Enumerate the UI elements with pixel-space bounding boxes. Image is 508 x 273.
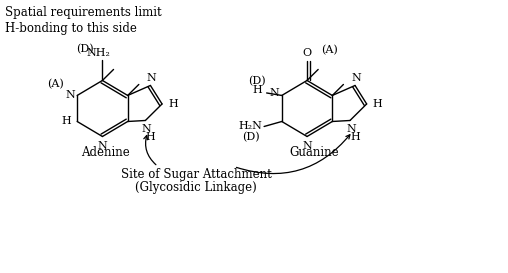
Text: Guanine: Guanine bbox=[290, 146, 339, 159]
Text: H: H bbox=[373, 99, 383, 109]
Text: H₂N: H₂N bbox=[238, 121, 262, 132]
Text: N: N bbox=[302, 141, 312, 150]
Text: N: N bbox=[147, 73, 156, 84]
Text: N: N bbox=[98, 141, 107, 150]
Text: H: H bbox=[168, 99, 178, 109]
FancyArrowPatch shape bbox=[144, 135, 156, 165]
Text: (D): (D) bbox=[76, 44, 93, 55]
Text: Spatial requirements limit: Spatial requirements limit bbox=[6, 6, 162, 19]
Text: N: N bbox=[142, 124, 151, 135]
Text: Site of Sugar Attachment: Site of Sugar Attachment bbox=[120, 168, 271, 180]
Text: H: H bbox=[61, 117, 71, 126]
Text: (A): (A) bbox=[322, 45, 338, 56]
Text: (Glycosidic Linkage): (Glycosidic Linkage) bbox=[135, 181, 257, 194]
Text: N: N bbox=[346, 124, 356, 135]
Text: H: H bbox=[146, 132, 155, 141]
FancyArrowPatch shape bbox=[236, 135, 350, 174]
Text: (D): (D) bbox=[242, 132, 259, 143]
Text: H: H bbox=[252, 85, 263, 95]
Text: H-bonding to this side: H-bonding to this side bbox=[6, 22, 137, 35]
Text: Adenine: Adenine bbox=[81, 146, 130, 159]
Text: O: O bbox=[302, 48, 311, 58]
Text: (A): (A) bbox=[48, 79, 65, 90]
Text: H: H bbox=[350, 132, 360, 141]
Text: N: N bbox=[270, 88, 279, 99]
Text: N: N bbox=[351, 73, 361, 84]
Text: N: N bbox=[65, 90, 75, 100]
Text: NH₂: NH₂ bbox=[86, 48, 110, 58]
Text: (D): (D) bbox=[248, 76, 265, 87]
